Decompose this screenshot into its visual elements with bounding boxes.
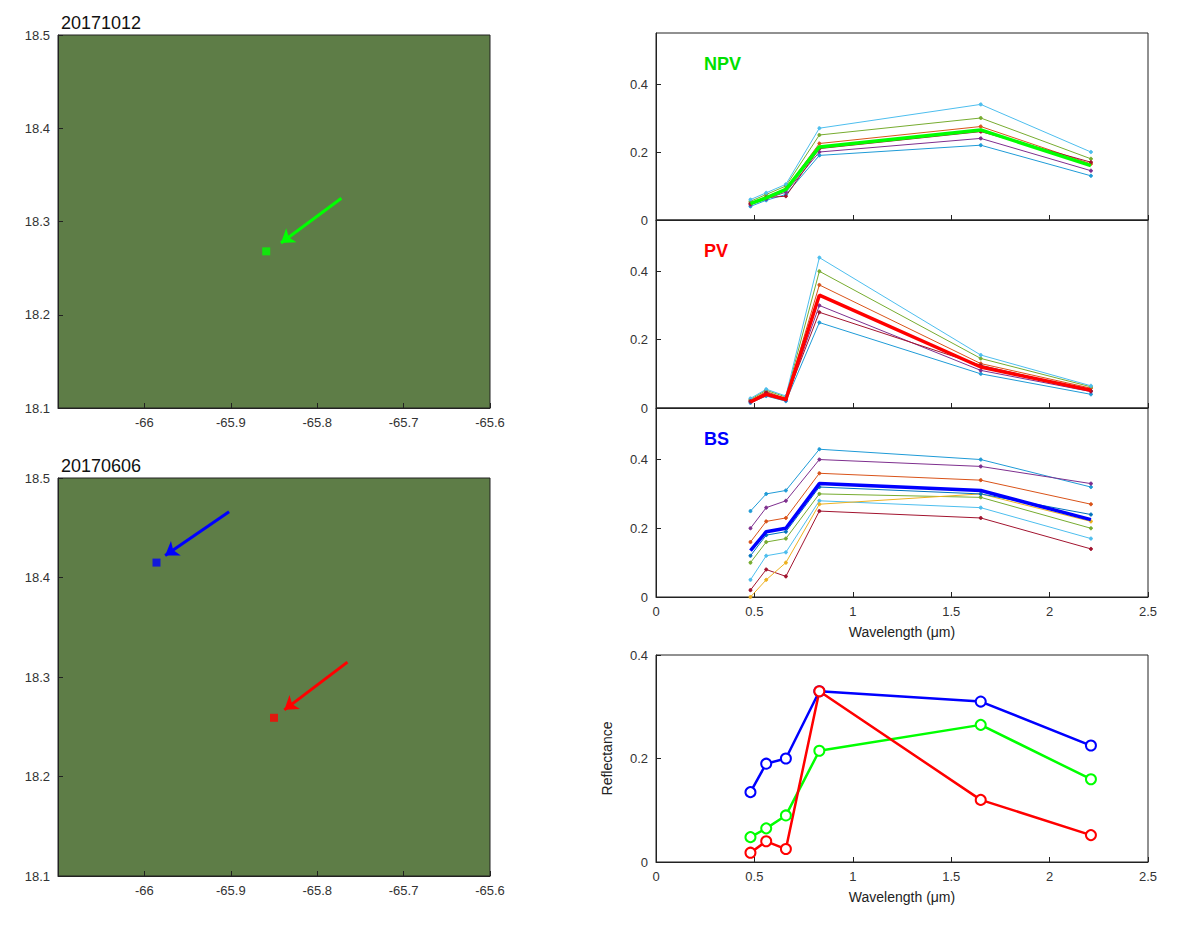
svg-text:-65.7: -65.7 xyxy=(389,415,419,430)
svg-text:1: 1 xyxy=(849,604,856,619)
svg-text:0.4: 0.4 xyxy=(630,264,648,279)
svg-text:-65.7: -65.7 xyxy=(389,883,419,898)
svg-text:18.3: 18.3 xyxy=(25,670,50,685)
svg-text:0.5: 0.5 xyxy=(745,869,763,884)
svg-text:1: 1 xyxy=(849,869,856,884)
svg-text:-65.9: -65.9 xyxy=(216,415,246,430)
svg-text:2: 2 xyxy=(1046,604,1053,619)
svg-text:0: 0 xyxy=(641,401,648,416)
svg-text:-66: -66 xyxy=(135,415,154,430)
svg-text:0: 0 xyxy=(652,604,659,619)
svg-text:20170606: 20170606 xyxy=(61,456,141,476)
svg-text:2: 2 xyxy=(1046,869,1053,884)
svg-text:-66: -66 xyxy=(135,883,154,898)
svg-text:18.3: 18.3 xyxy=(25,214,50,229)
svg-text:18.2: 18.2 xyxy=(25,307,50,322)
svg-text:0.2: 0.2 xyxy=(630,332,648,347)
svg-text:0.4: 0.4 xyxy=(630,77,648,92)
svg-text:0: 0 xyxy=(641,590,648,605)
svg-text:NPV: NPV xyxy=(704,54,741,74)
svg-text:0.2: 0.2 xyxy=(630,751,648,766)
svg-text:Reflectance: Reflectance xyxy=(599,721,615,795)
svg-text:PV: PV xyxy=(704,241,728,261)
svg-text:0.4: 0.4 xyxy=(630,452,648,467)
svg-text:0.2: 0.2 xyxy=(630,521,648,536)
svg-text:2.5: 2.5 xyxy=(1139,869,1157,884)
svg-text:-65.8: -65.8 xyxy=(302,415,332,430)
svg-text:18.2: 18.2 xyxy=(25,769,50,784)
svg-text:0.2: 0.2 xyxy=(630,145,648,160)
svg-text:18.5: 18.5 xyxy=(25,471,50,486)
svg-text:-65.6: -65.6 xyxy=(475,415,505,430)
svg-text:2.5: 2.5 xyxy=(1139,604,1157,619)
svg-text:Wavelength (μm): Wavelength (μm) xyxy=(849,889,955,905)
svg-text:18.1: 18.1 xyxy=(25,869,50,884)
svg-text:BS: BS xyxy=(704,429,729,449)
svg-text:0.4: 0.4 xyxy=(630,648,648,663)
svg-text:1.5: 1.5 xyxy=(942,869,960,884)
svg-text:Wavelength (μm): Wavelength (μm) xyxy=(849,624,955,640)
svg-text:0: 0 xyxy=(641,213,648,228)
svg-text:0.5: 0.5 xyxy=(745,604,763,619)
svg-text:-65.8: -65.8 xyxy=(302,883,332,898)
svg-text:0: 0 xyxy=(641,855,648,870)
svg-text:18.4: 18.4 xyxy=(25,570,50,585)
svg-text:18.4: 18.4 xyxy=(25,121,50,136)
svg-text:-65.9: -65.9 xyxy=(216,883,246,898)
svg-text:18.5: 18.5 xyxy=(25,28,50,43)
svg-text:-65.6: -65.6 xyxy=(475,883,505,898)
svg-text:20171012: 20171012 xyxy=(61,13,141,33)
svg-text:0: 0 xyxy=(652,869,659,884)
svg-text:1.5: 1.5 xyxy=(942,604,960,619)
svg-text:18.1: 18.1 xyxy=(25,401,50,416)
